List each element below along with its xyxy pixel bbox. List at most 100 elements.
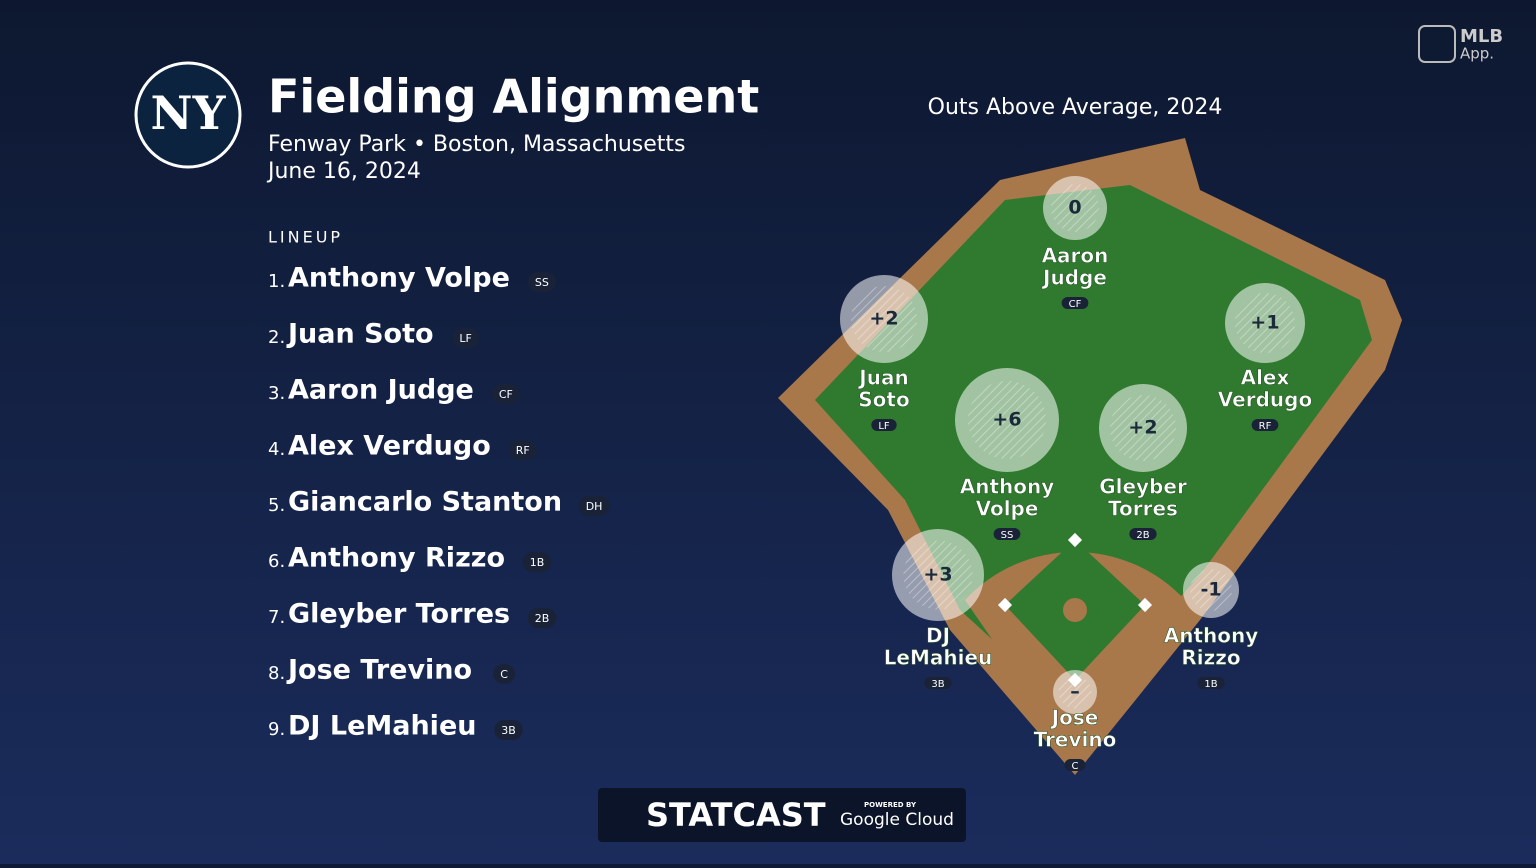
position-label: SS bbox=[535, 276, 549, 289]
position-label: RF bbox=[516, 444, 530, 457]
position-label: 3B bbox=[501, 724, 516, 737]
player-name: Trevino bbox=[1034, 728, 1117, 752]
position-label: CF bbox=[1069, 299, 1082, 310]
oaa-hatch bbox=[968, 381, 1046, 459]
date: June 16, 2024 bbox=[266, 159, 421, 184]
oaa-value: -1 bbox=[1200, 579, 1221, 601]
position-label: LF bbox=[878, 421, 890, 432]
position-pill bbox=[452, 328, 479, 348]
player-name: Jose bbox=[1050, 706, 1099, 730]
position-pill bbox=[527, 608, 557, 628]
position-pill bbox=[1197, 677, 1225, 689]
team-logo-circle bbox=[134, 61, 242, 169]
oaa-hatch bbox=[1058, 675, 1092, 709]
oaa-value: +3 bbox=[923, 564, 952, 586]
position-label: 3B bbox=[931, 679, 944, 690]
lineup-name: Giancarlo Stanton bbox=[288, 487, 562, 518]
lineup-number: 8. bbox=[268, 663, 285, 684]
oaa-hatch bbox=[851, 286, 917, 352]
position-label: 1B bbox=[530, 556, 545, 569]
position-pill bbox=[493, 664, 515, 684]
position-pill bbox=[1251, 419, 1279, 431]
position-pill bbox=[1129, 528, 1157, 540]
position-label: CF bbox=[499, 388, 513, 401]
lineup-number: 4. bbox=[268, 439, 285, 460]
player-name: Verdugo bbox=[1218, 388, 1312, 412]
oaa-hatch bbox=[1235, 293, 1295, 353]
powered-by: POWERED BY bbox=[864, 801, 917, 809]
field-title: Outs Above Average, 2024 bbox=[928, 95, 1223, 120]
statcast: STATCAST bbox=[646, 796, 826, 834]
lineup-name: DJ LeMahieu bbox=[288, 711, 476, 742]
oaa-value: +6 bbox=[992, 409, 1021, 431]
oaa-hatch bbox=[903, 540, 973, 610]
lineup-name: Anthony Volpe bbox=[288, 263, 510, 294]
player-name: Aaron bbox=[1042, 244, 1109, 268]
oaa-value: – bbox=[1070, 681, 1080, 703]
subtitle: Fenway Park • Boston, Massachusetts bbox=[268, 132, 686, 157]
position-pill bbox=[494, 720, 523, 740]
position-pill bbox=[522, 552, 552, 572]
position-label: 1B bbox=[1204, 679, 1217, 690]
lineup-label: LINEUP bbox=[268, 228, 343, 247]
player-name: LeMahieu bbox=[884, 646, 993, 670]
lineup-number: 7. bbox=[268, 607, 285, 628]
base bbox=[1137, 597, 1153, 613]
position-label: 2B bbox=[1136, 530, 1149, 541]
footer-box bbox=[598, 788, 966, 842]
oaa-hatch bbox=[1110, 395, 1176, 461]
position-label: C bbox=[500, 668, 508, 681]
position-label: 2B bbox=[535, 612, 550, 625]
lineup-number: 1. bbox=[268, 271, 285, 292]
mound bbox=[1063, 598, 1087, 622]
google-cloud: Google Cloud bbox=[840, 810, 954, 830]
oaa-value: +2 bbox=[869, 308, 898, 330]
player-name: DJ bbox=[926, 624, 950, 648]
oaa-hatch bbox=[1190, 569, 1232, 611]
lineup-name: Jose Trevino bbox=[286, 655, 472, 686]
player-name: Anthony bbox=[960, 475, 1055, 499]
position-pill bbox=[491, 384, 520, 404]
position-pill bbox=[508, 440, 537, 460]
player-name: Alex bbox=[1241, 366, 1290, 390]
position-pill bbox=[527, 272, 556, 292]
team-logo: NY bbox=[151, 86, 227, 140]
lineup-number: 3. bbox=[268, 383, 285, 404]
position-label: SS bbox=[1001, 530, 1014, 541]
position-pill bbox=[578, 496, 610, 516]
title: Fielding Alignment bbox=[268, 70, 759, 124]
player-name: Anthony bbox=[1164, 624, 1259, 648]
player-name: Judge bbox=[1041, 266, 1107, 290]
lineup-name: Anthony Rizzo bbox=[288, 543, 505, 574]
base bbox=[1067, 532, 1083, 548]
position-pill bbox=[1064, 759, 1086, 771]
lineup-number: 9. bbox=[268, 719, 285, 740]
player-name: Rizzo bbox=[1181, 646, 1240, 670]
oaa-value: +2 bbox=[1128, 417, 1157, 439]
position-pill bbox=[1061, 297, 1089, 309]
lineup-name: Alex Verdugo bbox=[288, 431, 491, 462]
lineup-number: 6. bbox=[268, 551, 285, 572]
lineup-name: Aaron Judge bbox=[288, 375, 474, 406]
player-name: Volpe bbox=[976, 497, 1039, 521]
position-pill bbox=[871, 419, 897, 431]
position-pill bbox=[924, 677, 952, 689]
app-text: App. bbox=[1460, 45, 1494, 63]
base bbox=[997, 597, 1013, 613]
lineup-number: 2. bbox=[268, 327, 285, 348]
player-name: Gleyber bbox=[1099, 475, 1187, 499]
player-name: Torres bbox=[1108, 497, 1178, 521]
position-label: LF bbox=[459, 332, 471, 345]
mlb-icon bbox=[1418, 25, 1456, 63]
player-name: Soto bbox=[858, 388, 909, 412]
mlb-text: MLB bbox=[1460, 26, 1503, 47]
player-name: Juan bbox=[857, 366, 908, 390]
lineup-number: 5. bbox=[268, 495, 285, 516]
position-label: C bbox=[1072, 761, 1079, 772]
lineup-name: Juan Soto bbox=[286, 319, 434, 350]
position-label: RF bbox=[1259, 421, 1272, 432]
position-label: DH bbox=[586, 500, 603, 513]
position-pill bbox=[993, 528, 1021, 540]
